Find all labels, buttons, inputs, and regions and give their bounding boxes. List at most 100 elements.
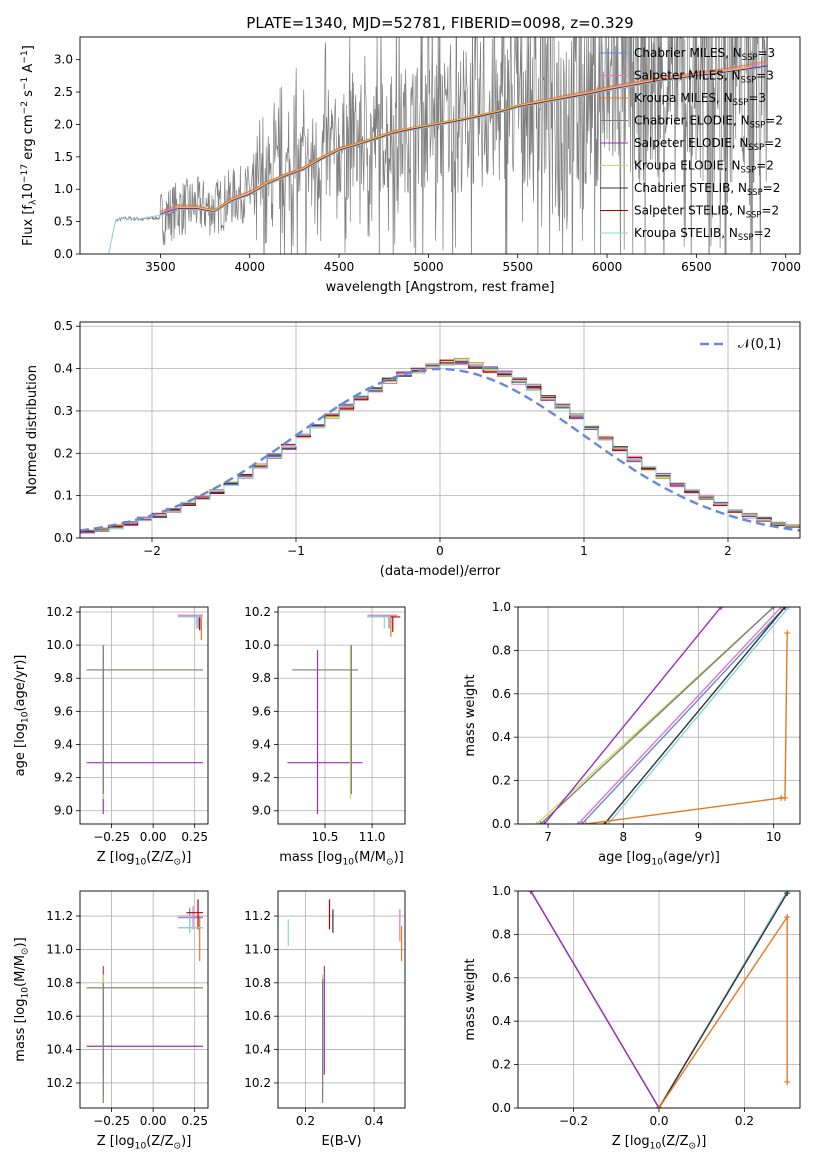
y-axis-label: mass weight [463,958,478,1040]
plus-marker [578,821,585,824]
x-tick-label: −2 [143,544,161,558]
model-line [160,65,768,215]
x-tick-label: 6500 [681,260,712,274]
errorbar-point [367,616,391,629]
errorbar-point [86,648,204,815]
plus-marker [656,1105,662,1108]
plus-marker [582,821,589,824]
y-tick-label: 0.5 [54,319,73,333]
legend: 𝒩(0,1) [700,337,781,352]
weight-line [585,632,788,824]
chart-mass_vs_Z: −0.25 0.00 0.25 10.2 10.4 10.6 10.8 11.0 11.2 Z [… [13,890,209,1151]
x-tick-label: −0.25 [93,830,130,844]
legend-label: Salpeter MILES, NSSP​=3 [634,69,774,85]
plus-marker [718,607,725,610]
plus-marker [781,794,788,801]
chart-spectrum: 3500 4000 4500 5000 5500 6000 6500 7000 0.0 0.5 1.… [20,36,801,295]
plot-area [287,614,401,815]
x-tick-label: 0.2 [735,1114,754,1128]
y-tick-label: 10.4 [46,1043,73,1057]
x-tick-label: 7000 [770,260,801,274]
errorbar-point [178,616,204,631]
x-tick-label: 0.00 [140,1114,167,1128]
plus-marker [605,821,612,824]
axes-frame [79,890,209,1109]
y-tick-label: 0.6 [492,971,511,985]
chart-residuals: −2 −1 0 1 2 0.0 0.1 0.2 0.3 0.4 0.5 𝒩(0,1) (data-mod… [25,319,801,579]
y-axis-label: Normed distribution [25,365,40,495]
errorbar-point [178,916,204,962]
y-tick-label: 0.8 [492,927,511,941]
weight-line [658,892,788,1108]
y-tick-label: 1.0 [492,600,511,614]
errorbar-point [86,982,204,1103]
x-tick-label: 9 [695,830,703,844]
plus-marker [770,607,777,610]
x-tick-label: 10.5 [312,830,339,844]
axes-frame [79,321,801,539]
plus-marker [541,821,548,824]
model-line [160,60,768,212]
y-axis-label: Flux [fλ​10−17​ erg cm−2​ s−1​ A−1​] [20,45,38,246]
errorbar-point [296,645,358,800]
y-tick-label: 10.6 [244,1009,271,1023]
plus-marker [778,607,785,610]
y-tick-label: 9.8 [54,671,73,685]
axes-frame [277,606,406,825]
axes-frame [79,606,209,825]
x-tick-label: 2 [724,544,732,558]
model-line [169,66,751,215]
errorbar-point [86,645,204,795]
plus-marker [533,821,540,824]
x-tick-label: 0 [436,544,444,558]
x-tick-label: 6000 [592,260,623,274]
x-axis-label: E(B-V) [321,1134,361,1149]
y-tick-label: 9.8 [252,671,271,685]
y-tick-label: 11.0 [46,942,73,956]
y-tick-label: 0.4 [54,362,73,376]
x-tick-label: 8 [619,830,627,844]
axes-frame [517,890,801,1109]
x-tick-label: 0.4 [365,1114,384,1128]
x-axis-label: Z [log10​(Z/Z⊙​)] [97,1134,192,1151]
y-tick-label: 0.2 [492,774,511,788]
y-axis-label: mass weight [463,674,478,756]
x-tick-label: −1 [287,544,305,558]
y-tick-label: 0.0 [492,1101,511,1115]
legend-label: Salpeter STELIB, NSSP​=2 [634,204,779,220]
legend-label: Chabrier MILES, NSSP​=3 [634,46,775,62]
plus-marker [537,821,544,824]
errorbar-point [292,645,358,795]
x-axis-label: wavelength [Angstrom, rest frame] [326,280,555,295]
legend-label: Kroupa STELIB, NSSP​=2 [634,226,771,242]
y-tick-label: 11.2 [244,909,271,923]
y-tick-label: 0.4 [492,1014,511,1028]
errorbar-point [186,899,204,930]
y-tick-label: 0.3 [54,404,73,418]
axes-frame [79,36,801,255]
y-tick-label: 9.6 [252,704,271,718]
weight-line [577,607,782,824]
plus-marker [784,630,791,637]
y-axis-label: age [log10​(age/yr)] [13,655,30,777]
y-tick-label: 0.2 [492,1058,511,1072]
chart-panels: 3500 4000 4500 5000 5500 6000 6500 7000 0.0 0.5 1.… [13,36,801,1151]
legend-label: Chabrier ELODIE, NSSP​=2 [634,114,783,130]
chart-mass_weight_vs_age: 7 8 9 10 0.0 0.2 0.4 0.6 0.8 1.0 age [log10​(age/y… [463,600,801,867]
x-tick-label: 0.0 [649,1114,668,1128]
plot-area [80,357,800,534]
x-axis-label: mass [log10​(M/M⊙​)] [279,850,403,867]
y-tick-label: 10.8 [244,976,271,990]
y-tick-label: 0.8 [492,643,511,657]
y-tick-label: 0.6 [492,687,511,701]
histogram-step [80,360,800,532]
y-tick-label: 0.1 [54,489,73,503]
y-tick-label: 10.2 [46,605,73,619]
y-tick-label: 0.5 [54,215,73,229]
weight-line [540,607,775,824]
y-tick-label: 0.0 [54,247,73,261]
axes-frame [277,890,406,1109]
weight-line [581,607,786,824]
weight-line [607,607,790,824]
x-tick-label: 4500 [324,260,355,274]
